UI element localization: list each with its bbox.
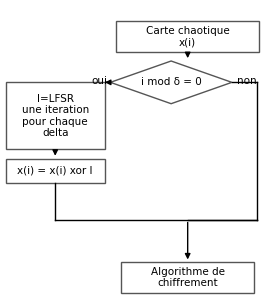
- Text: Algorithme de
chiffrement: Algorithme de chiffrement: [151, 267, 225, 288]
- FancyBboxPatch shape: [6, 82, 105, 149]
- FancyBboxPatch shape: [6, 159, 105, 183]
- Text: i mod δ = 0: i mod δ = 0: [141, 77, 201, 87]
- Text: oui: oui: [92, 76, 108, 86]
- Polygon shape: [110, 61, 232, 104]
- Text: non: non: [237, 76, 257, 86]
- Text: x(i) = x(i) xor l: x(i) = x(i) xor l: [17, 166, 93, 176]
- Text: Carte chaotique
x(i): Carte chaotique x(i): [146, 26, 230, 47]
- FancyBboxPatch shape: [121, 262, 254, 293]
- FancyBboxPatch shape: [116, 21, 259, 52]
- Text: l=LFSR
une iteration
pour chaque
delta: l=LFSR une iteration pour chaque delta: [22, 94, 89, 138]
